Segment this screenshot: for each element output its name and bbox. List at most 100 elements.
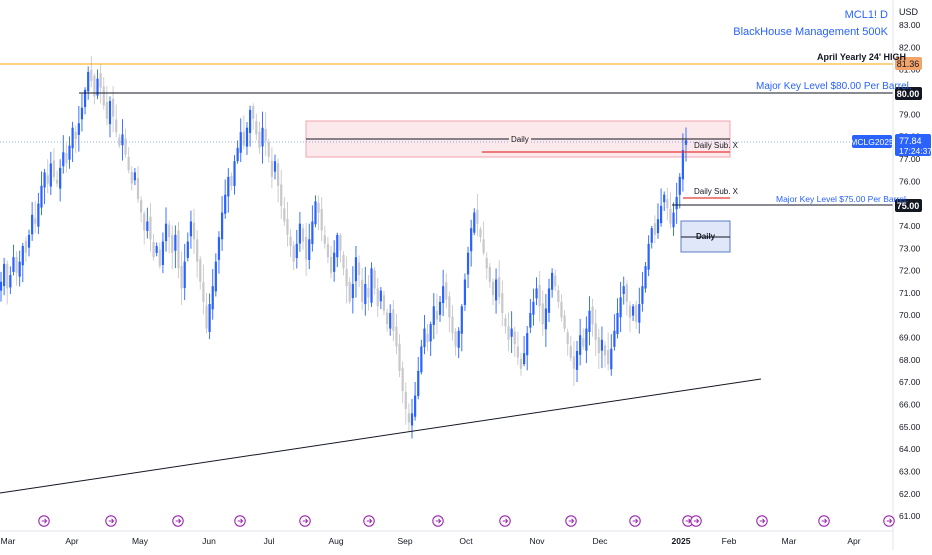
candle[interactable] <box>283 196 286 226</box>
candle[interactable] <box>544 293 547 347</box>
candle[interactable] <box>37 192 40 235</box>
candle[interactable] <box>417 356 420 400</box>
event-icon[interactable] <box>172 515 184 527</box>
candle[interactable] <box>292 241 295 270</box>
candle[interactable] <box>454 327 457 356</box>
candle[interactable] <box>133 168 136 186</box>
candle[interactable] <box>239 118 242 163</box>
candle[interactable] <box>466 246 470 289</box>
candle[interactable] <box>155 242 158 257</box>
candle[interactable] <box>616 298 619 339</box>
candle[interactable] <box>348 277 351 305</box>
candle[interactable] <box>423 315 426 355</box>
candle[interactable] <box>220 196 224 251</box>
candle[interactable] <box>80 93 84 132</box>
candle[interactable] <box>177 221 180 279</box>
candle[interactable] <box>516 331 519 366</box>
candle[interactable] <box>9 266 12 295</box>
candle[interactable] <box>248 105 252 147</box>
event-icon[interactable] <box>883 515 895 527</box>
candle[interactable] <box>445 273 448 308</box>
candle[interactable] <box>27 229 31 257</box>
candle[interactable] <box>183 243 186 301</box>
candle[interactable] <box>373 267 376 295</box>
event-icon[interactable] <box>818 515 830 527</box>
candle[interactable] <box>261 111 264 164</box>
candle[interactable] <box>476 193 479 237</box>
candle[interactable] <box>333 240 336 282</box>
candle[interactable] <box>124 128 127 158</box>
candle[interactable] <box>270 147 273 189</box>
candle[interactable] <box>127 147 130 174</box>
candle[interactable] <box>161 232 165 274</box>
candle[interactable] <box>666 187 669 221</box>
candle[interactable] <box>675 182 678 224</box>
candle[interactable] <box>339 233 342 263</box>
candle[interactable] <box>547 278 551 322</box>
candle[interactable] <box>426 323 429 352</box>
candle[interactable] <box>298 211 302 252</box>
candle[interactable] <box>18 250 21 287</box>
candle[interactable] <box>59 159 62 202</box>
candle[interactable] <box>111 86 115 133</box>
candle[interactable] <box>429 321 432 356</box>
candle[interactable] <box>600 326 604 369</box>
currency-label[interactable]: USD <box>899 7 919 17</box>
candle[interactable] <box>258 121 261 154</box>
candle[interactable] <box>669 192 672 229</box>
event-icon[interactable] <box>105 515 117 527</box>
candle[interactable] <box>40 171 43 216</box>
candle[interactable] <box>208 293 211 340</box>
candle[interactable] <box>136 165 140 203</box>
candle[interactable] <box>529 298 532 334</box>
candle[interactable] <box>329 245 333 279</box>
candle[interactable] <box>641 272 644 312</box>
candle[interactable] <box>46 159 49 194</box>
candle[interactable] <box>385 308 389 332</box>
candle[interactable] <box>93 73 96 105</box>
candle[interactable] <box>199 256 202 290</box>
candle[interactable] <box>62 135 65 174</box>
candle[interactable] <box>289 229 292 257</box>
candle[interactable] <box>52 148 56 182</box>
candle[interactable] <box>164 207 168 252</box>
candle[interactable] <box>214 253 217 297</box>
candle[interactable] <box>414 381 417 421</box>
candle[interactable] <box>560 294 563 322</box>
candle[interactable] <box>438 296 442 322</box>
candle[interactable] <box>174 225 177 269</box>
candle[interactable] <box>90 56 93 88</box>
candle[interactable] <box>513 326 516 357</box>
candle[interactable] <box>367 275 370 311</box>
candle[interactable] <box>526 325 529 371</box>
candle[interactable] <box>295 229 298 269</box>
candle[interactable] <box>507 312 510 352</box>
candle[interactable] <box>224 179 227 219</box>
candle[interactable] <box>370 262 373 307</box>
candle[interactable] <box>663 191 666 212</box>
candle[interactable] <box>205 292 208 334</box>
candle[interactable] <box>656 203 660 239</box>
candle[interactable] <box>625 280 628 316</box>
candle[interactable] <box>227 168 230 213</box>
candle[interactable] <box>121 119 124 161</box>
candle[interactable] <box>196 230 199 278</box>
candle[interactable] <box>83 87 87 115</box>
candle[interactable] <box>672 202 675 236</box>
candle[interactable] <box>479 226 482 243</box>
candle[interactable] <box>448 291 451 333</box>
candle[interactable] <box>653 215 656 244</box>
candle[interactable] <box>681 133 684 192</box>
candle[interactable] <box>171 225 174 270</box>
candle[interactable] <box>535 277 538 306</box>
candle[interactable] <box>326 236 330 264</box>
candle[interactable] <box>420 339 423 375</box>
candle[interactable] <box>613 314 616 351</box>
event-icon[interactable] <box>629 515 641 527</box>
candle[interactable] <box>230 172 233 191</box>
candle[interactable] <box>305 222 308 277</box>
candle[interactable] <box>43 168 46 205</box>
candle[interactable] <box>435 293 439 335</box>
candle[interactable] <box>554 269 557 292</box>
event-icon[interactable] <box>690 515 702 527</box>
